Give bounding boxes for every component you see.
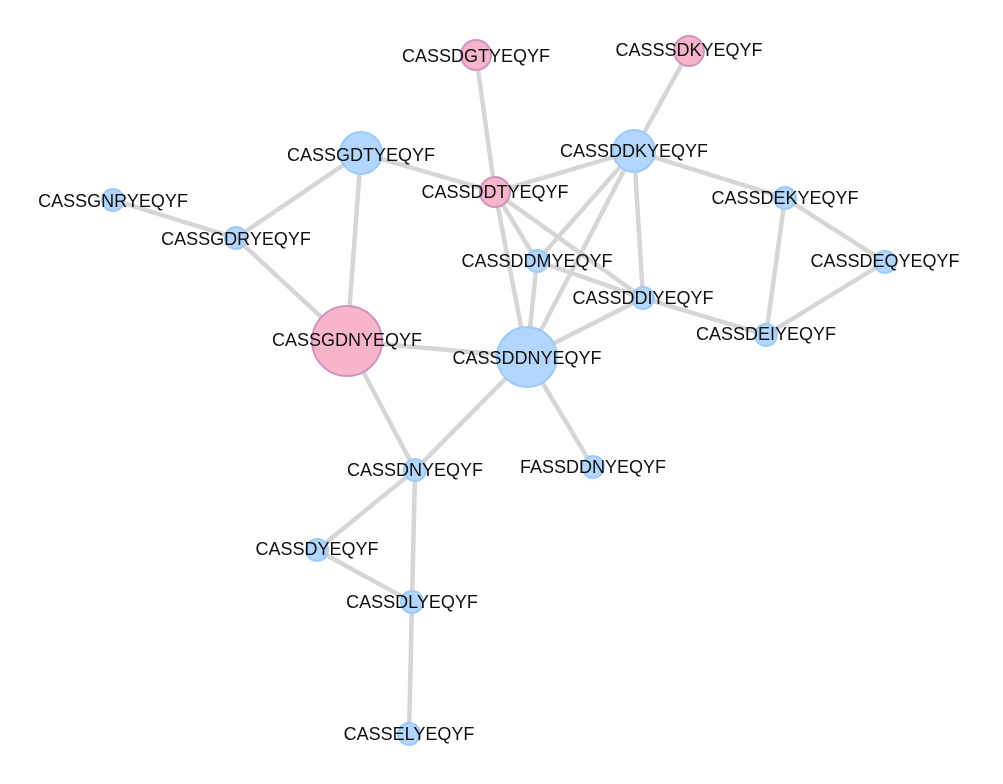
node-cassddnyeqyf[interactable]: CASSDDNYEQYF — [452, 326, 602, 388]
node-circle[interactable] — [397, 722, 421, 746]
node-fassddnyeqyf[interactable]: FASSDDNYEQYF — [520, 455, 666, 479]
edge-cassddkyeqyf-cassdekyeqyf — [631, 148, 788, 201]
node-casssdkyeqyf[interactable]: CASSSDKYEQYF — [615, 35, 763, 67]
node-label: CASSGDRYEQYF — [161, 229, 311, 249]
node-circle[interactable] — [460, 39, 492, 71]
edge-cassddkyeqyf-cassddiyeqyf — [631, 148, 646, 301]
edge-cassdnyeqyf-cassdyeqyf — [314, 467, 418, 553]
edge-cassddmyeqyf-cassddiyeqyf — [534, 258, 646, 301]
node-label: CASSDEKYEQYF — [711, 188, 858, 208]
edge-cassgnryeqyf-cassgdryeqyf — [110, 197, 239, 241]
node-circle[interactable] — [311, 305, 383, 377]
node-label: CASSDDTYEQYF — [421, 182, 568, 202]
node-cassdeiyeqyf[interactable]: CASSDEIYEQYF — [696, 323, 836, 347]
node-cassddmyeqyf[interactable]: CASSDDMYEQYF — [461, 249, 613, 273]
node-cassdnyeqyf[interactable]: CASSDNYEQYF — [347, 458, 483, 482]
node-label: CASSDDKYEQYF — [560, 141, 708, 161]
edge-cassdeqyeqyf-cassdeiyeqyf — [763, 259, 888, 338]
edge-cassdekyeqyf-cassdeiyeqyf — [763, 195, 788, 338]
edges-layer — [110, 48, 888, 737]
edge-cassdyeqyf-cassdlyeqyf — [314, 547, 415, 605]
edge-cassddkyeqyf-cassddnyeqyf — [524, 148, 637, 360]
node-circle[interactable] — [101, 188, 125, 212]
edge-cassddiyeqyf-cassdeiyeqyf — [640, 295, 769, 338]
node-label: CASSGDNYEQYF — [272, 330, 422, 350]
node-label: CASSDDIYEQYF — [572, 288, 713, 308]
node-cassdgtyeqyf[interactable]: CASSDGTYEQYF — [402, 39, 550, 71]
node-label: CASSDGTYEQYF — [402, 46, 550, 66]
edge-cassdlyeqyf-casselyeqyf — [406, 599, 415, 737]
edge-cassdnyeqyf-cassdlyeqyf — [409, 467, 418, 605]
node-circle[interactable] — [400, 590, 424, 614]
node-cassgdnyeqyf[interactable]: CASSGDNYEQYF — [272, 305, 422, 377]
node-circle[interactable] — [224, 226, 248, 250]
node-circle[interactable] — [403, 458, 427, 482]
node-label: CASSSDKYEQYF — [615, 40, 762, 60]
node-circle[interactable] — [612, 129, 656, 173]
node-circle[interactable] — [631, 286, 655, 310]
node-circle[interactable] — [339, 131, 383, 175]
node-cassdeqyeqyf[interactable]: CASSDEQYEQYF — [810, 250, 960, 274]
node-label: CASSGDTYEQYF — [287, 145, 435, 165]
node-label: CASSDNYEQYF — [347, 460, 483, 480]
node-cassddiyeqyf[interactable]: CASSDDIYEQYF — [572, 286, 714, 310]
edge-cassdekyeqyf-cassdeqyeqyf — [782, 195, 888, 265]
node-cassdekyeqyf[interactable]: CASSDEKYEQYF — [711, 186, 859, 210]
node-circle[interactable] — [873, 250, 897, 274]
node-cassddkyeqyf[interactable]: CASSDDKYEQYF — [560, 129, 708, 173]
node-circle[interactable] — [305, 538, 329, 562]
node-cassdyeqyf[interactable]: CASSDYEQYF — [255, 538, 379, 562]
edge-cassddkyeqyf-cassddmyeqyf — [534, 148, 637, 264]
node-circle[interactable] — [479, 176, 511, 208]
node-label: CASSDDNYEQYF — [452, 348, 601, 368]
node-circle[interactable] — [754, 323, 778, 347]
node-label: CASSDEIYEQYF — [696, 324, 836, 344]
edge-cassddtyeqyf-cassddkyeqyf — [492, 148, 637, 195]
edge-cassgdtyeqyf-cassddtyeqyf — [358, 150, 498, 195]
node-label: CASSDLYEQYF — [346, 592, 478, 612]
node-circle[interactable] — [673, 35, 705, 67]
node-label: CASSGNRYEQYF — [38, 191, 188, 211]
edge-cassdgtyeqyf-cassddtyeqyf — [473, 52, 498, 195]
node-label: CASSDEQYEQYF — [810, 251, 959, 271]
node-circle[interactable] — [496, 326, 558, 388]
node-circle[interactable] — [525, 249, 549, 273]
node-label: CASSELYEQYF — [344, 724, 475, 744]
node-label: CASSDYEQYF — [255, 539, 378, 559]
node-circle[interactable] — [773, 186, 797, 210]
edge-cassddtyeqyf-cassddiyeqyf — [492, 189, 646, 301]
node-cassgdryeqyf[interactable]: CASSGDRYEQYF — [161, 226, 311, 250]
node-label: CASSDDMYEQYF — [461, 251, 612, 271]
node-cassgnryeqyf[interactable]: CASSGNRYEQYF — [38, 188, 188, 212]
node-cassdlyeqyf[interactable]: CASSDLYEQYF — [346, 590, 478, 614]
node-cassgdtyeqyf[interactable]: CASSGDTYEQYF — [287, 131, 435, 175]
node-label: FASSDDNYEQYF — [520, 457, 666, 477]
node-circle[interactable] — [581, 455, 605, 479]
node-cassddtyeqyf[interactable]: CASSDDTYEQYF — [421, 176, 569, 208]
node-casselyeqyf[interactable]: CASSELYEQYF — [344, 722, 475, 746]
nodes-layer: CASSDGTYEQYF CASSSDKYEQYF CASSGDTYEQYF CASS… — [38, 35, 960, 746]
edge-cassgdtyeqyf-cassgdryeqyf — [233, 150, 364, 241]
